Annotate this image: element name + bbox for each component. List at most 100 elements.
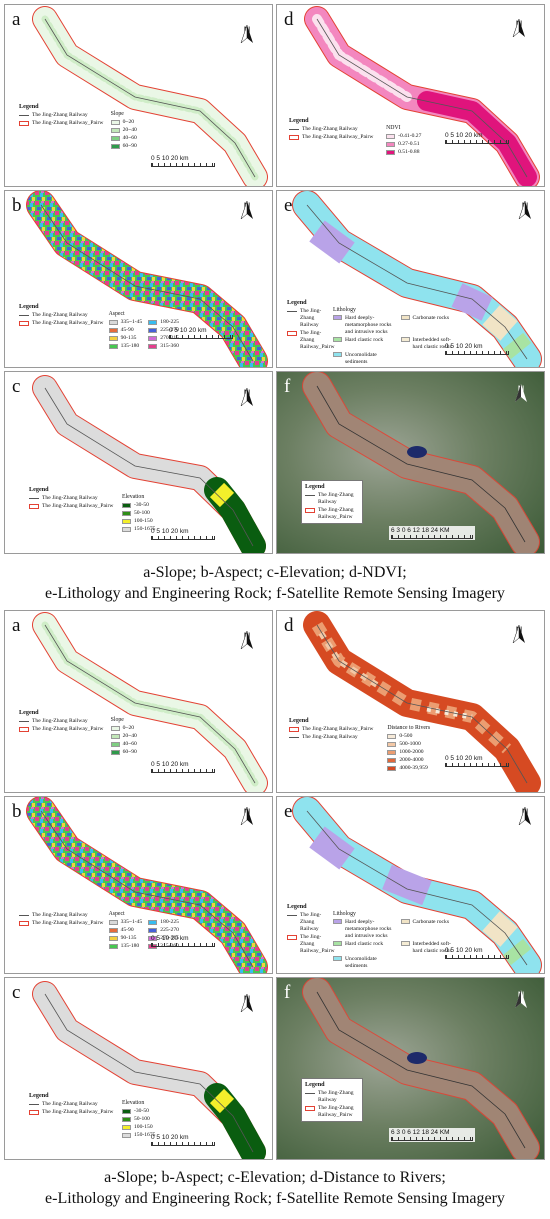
north-arrow-icon (518, 201, 531, 219)
legend-class-item: 225-270 (148, 927, 179, 934)
legend-swatch (333, 336, 342, 342)
scale-label: 0 5 10 20 km (169, 327, 207, 334)
legend-swatch (333, 940, 342, 946)
north-arrow: N (239, 807, 255, 825)
panel-e-lithology: e N Legend The Jing-Zhang Railway The Ji… (276, 190, 545, 368)
satellite-image (277, 372, 544, 553)
legend-class-item: -0.41-0.27 (386, 133, 429, 140)
legend-buffer: The Jing-Zhang Railway_Pairw (32, 725, 104, 732)
legend-class-item: Hard deeply-metamorphose rocks and intru… (333, 918, 393, 940)
map-aspect (26, 797, 268, 973)
legend-class-item: 45-90 (108, 927, 143, 934)
scale-bar: 0 5 10 20 km (151, 935, 215, 947)
map-lithology (292, 797, 542, 973)
north-arrow: N (513, 384, 529, 402)
legend-railway: The Jing-Zhang Railway (300, 307, 322, 328)
scale-unit: KM (439, 1129, 450, 1136)
legend-title: Legend (305, 483, 325, 490)
legend-swatch (387, 741, 397, 747)
scale-label: 0 5 10 20 km (445, 132, 483, 139)
legend: Legend The Jing-Zhang Railway The Jing-Z… (287, 903, 462, 970)
legend-railway: The Jing-Zhang Railway (42, 1100, 98, 1107)
legend-class-label: 20~40 (122, 732, 137, 739)
north-arrow: N (239, 201, 255, 219)
legend-class-label: 45-90 (120, 927, 134, 934)
legend-class-label: 4000-39,959 (399, 764, 428, 771)
map-distance-rivers (303, 611, 541, 792)
north-arrow: N (517, 807, 533, 825)
map-aspect (26, 191, 268, 367)
panel-label: d (284, 615, 294, 636)
scale-bar: 0 5 10 20 km (445, 755, 509, 767)
caption-line-2: e-Lithology and Engineering Rock; f-Sate… (45, 585, 505, 602)
legend-class-label: 0~20 (122, 724, 135, 731)
legend: Legend The Jing-Zhang Railway The Jing-Z… (287, 299, 462, 366)
legend-class-label: 150-1675 (134, 525, 156, 532)
panel-a-slope: a N Legend The Jing-Zhang Railway The Ji… (4, 4, 273, 187)
map-elevation (32, 375, 266, 553)
legend-class-item: 0.51-0.88 (386, 149, 429, 156)
legend-classes: Lithology Hard deeply-metamorphose rocks … (333, 911, 462, 970)
legend-class-title: Lithology (333, 306, 356, 313)
panel-label: d (284, 9, 294, 30)
legend-class-label: Hard clastic rock (345, 336, 384, 343)
legend-swatch (387, 749, 397, 755)
legend-swatch (110, 749, 120, 755)
legend-class-item: 50-100 (122, 510, 159, 517)
legend-swatch (400, 314, 410, 320)
scale-bar: 0 5 10 20 km (151, 528, 215, 540)
legend: Legend The Jing-Zhang Railway The Jing-Z… (19, 303, 179, 350)
scale-label: 0 5 10 20 km (151, 761, 189, 768)
legend-title: Legend (19, 103, 39, 110)
legend-class-title: Aspect (108, 310, 125, 317)
legend-class-item: 335~1-45 (108, 318, 143, 326)
legend-swatch (148, 920, 158, 926)
legend-buffer: The Jing-Zhang Railway_Pairw (32, 319, 104, 326)
legend: Legend The Jing-Zhang Railway The Jing-Z… (29, 486, 159, 533)
legend-class-item: 135-180 (108, 943, 143, 950)
north-arrow-icon (512, 625, 525, 643)
legend-classes: Lithology Hard deeply-metamorphose rocks … (333, 307, 462, 366)
legend-swatch (386, 141, 396, 147)
scale-label: 0 5 10 20 km (151, 1134, 189, 1141)
north-arrow-icon (240, 631, 253, 649)
legend-class-item: 20~40 (110, 127, 139, 134)
legend-class-item: 50-100 (122, 1116, 159, 1123)
legend-swatch (148, 928, 158, 934)
legend-swatch (110, 119, 120, 125)
legend-class-label: 60~90 (122, 142, 137, 149)
north-arrow-icon (240, 201, 253, 219)
legend-class-label: 335~1-45 (120, 919, 143, 926)
north-arrow: N (511, 19, 527, 37)
legend-class-label: 90-135 (120, 334, 137, 341)
legend-swatch (333, 314, 342, 320)
legend-class-label: Carbonate rocks (412, 918, 450, 925)
legend-class-title: Slope (110, 110, 124, 117)
legend-railway: The Jing-Zhang Railway (318, 491, 354, 505)
legend-class-label: 100-150 (134, 517, 153, 524)
legend-title: Legend (305, 1081, 325, 1088)
north-arrow: N (517, 201, 533, 219)
legend-class-item: 0~20 (110, 724, 139, 732)
panel-e-lithology: e N Legend The Jing-Zhang Railway The Ji… (276, 796, 545, 974)
legend-class-item: 150-1675 (122, 526, 159, 533)
legend-swatch (387, 733, 397, 739)
caption-line-2: e-Lithology and Engineering Rock; f-Sate… (45, 1190, 505, 1207)
north-arrow-icon (518, 807, 531, 825)
legend-railway: The Jing-Zhang Railway (302, 733, 358, 740)
legend-class-label: -30-50 (134, 1107, 149, 1114)
panel-a-slope: a N Legend The Jing-Zhang Railway The Ji… (4, 610, 273, 793)
legend-swatch (122, 502, 131, 508)
legend-class-label: 0~20 (122, 118, 135, 125)
legend-class-label: 335~1-45 (120, 318, 143, 325)
map-lithology (292, 191, 542, 367)
legend-buffer: The Jing-Zhang Railway_Pairw (42, 1108, 114, 1115)
legend-class-item: 90-135 (108, 334, 143, 342)
legend-class-label: 0.51-0.88 (398, 148, 420, 155)
legend-class-title: Aspect (108, 911, 125, 917)
legend-class-item: Carbonate rocks (400, 314, 461, 336)
legend-title: Legend (289, 117, 309, 124)
legend-swatch (400, 336, 410, 342)
legend-buffer: The Jing-Zhang Railway_Pairw (32, 119, 104, 126)
legend-swatch (386, 149, 396, 155)
